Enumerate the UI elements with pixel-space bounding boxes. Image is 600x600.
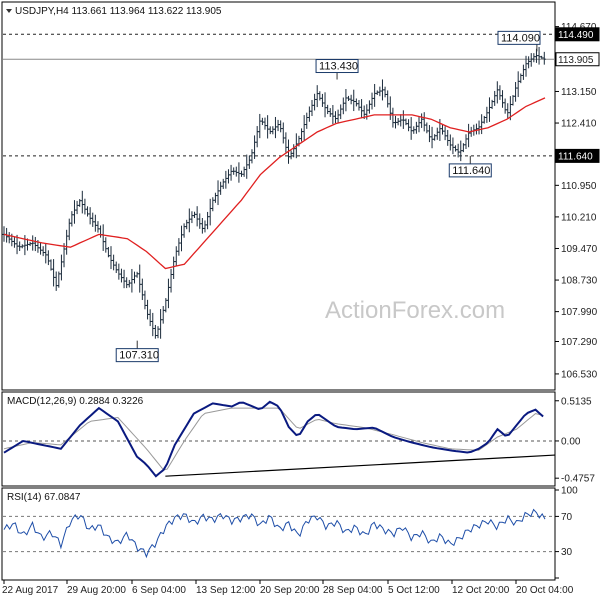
- level-tag-bg-support: [555, 148, 600, 163]
- annotation-label-low-107: 107.310: [119, 350, 159, 362]
- price-layer: 107.310 113.430 111.640 114.090: [2, 30, 555, 363]
- rsi-tick-label: 30: [561, 547, 573, 558]
- header-triangle-icon: [6, 9, 12, 13]
- date-label: 12 Oct 20:00: [452, 585, 510, 596]
- date-label: 22 Aug 2017: [2, 585, 59, 596]
- price-tick-label: 110.210: [561, 212, 597, 223]
- date-label: 29 Aug 20:00: [67, 585, 126, 596]
- date-label: 5 Oct 12:00: [388, 585, 440, 596]
- macd-tick-label: 0.00: [561, 436, 581, 447]
- price-tick-label: 110.950: [561, 181, 597, 192]
- price-tick-label: 112.410: [561, 119, 597, 130]
- price-tick-label: 113.150: [561, 87, 597, 98]
- annotation-box-high-113-4: [315, 59, 359, 74]
- price-panel-frame: [1, 1, 556, 391]
- price-header: USDJPY,H4 113.661 113.964 113.622 113.90…: [6, 6, 222, 17]
- rsi-tick-label: 70: [561, 512, 573, 523]
- macd-tick-label: -0.4757: [561, 474, 595, 485]
- annotation-box-low-107: [115, 348, 159, 363]
- price-bars: [2, 46, 546, 339]
- rsi-layer: [3, 508, 555, 559]
- annotation-label-high-113-4: 113.430: [319, 61, 358, 73]
- level-tag-support: 111.640: [558, 151, 593, 162]
- level-tag-resistance: 114.490: [558, 30, 594, 41]
- date-label: 13 Sep 12:00: [196, 585, 256, 596]
- moving-average-line: [3, 97, 546, 270]
- price-tick-label: 107.290: [561, 337, 598, 348]
- level-tag-bg-last-price: [555, 52, 600, 67]
- rsi-tick-label: 100: [561, 486, 578, 497]
- annotation-label-low-111-6: 111.640: [452, 165, 490, 177]
- rsi-panel-frame: [1, 487, 556, 581]
- annotation-label-high-114: 114.090: [501, 32, 540, 44]
- price-tick-label: 107.990: [561, 307, 598, 318]
- rsi-panel-title: RSI(14) 67.0847: [7, 492, 81, 503]
- macd-tick-label: 0.5135: [561, 396, 592, 407]
- price-tick-label: 108.730: [561, 276, 598, 287]
- axis-layer: 114.670113.150112.410111.670110.950110.2…: [2, 22, 600, 596]
- price-tick-label: 109.470: [561, 244, 598, 255]
- date-label: 20 Oct 04:00: [516, 585, 574, 596]
- macd-layer: [3, 400, 556, 478]
- annotation-box-low-111-6: [448, 163, 492, 178]
- macd-main-line: [3, 400, 544, 478]
- macd-panel-title: MACD(12,26,9) 0.2884 0.3226: [7, 396, 144, 407]
- macd-trendline: [165, 454, 556, 477]
- level-tag-bg-resistance: [555, 27, 600, 42]
- watermark: ActionForex.com: [325, 297, 505, 324]
- annotation-box-high-114: [497, 30, 541, 45]
- date-label: 20 Sep 20:00: [260, 585, 320, 596]
- price-panel-title: USDJPY,H4 113.661 113.964 113.622 113.90…: [15, 6, 222, 17]
- level-tag-last-price: 113.905: [558, 55, 594, 66]
- date-label: 28 Sep 04:00: [323, 585, 383, 596]
- date-label: 6 Sep 04:00: [132, 585, 186, 596]
- macd-signal-line: [3, 407, 544, 471]
- rsi-line: [3, 508, 546, 559]
- price-tick-label: 106.530: [561, 369, 598, 380]
